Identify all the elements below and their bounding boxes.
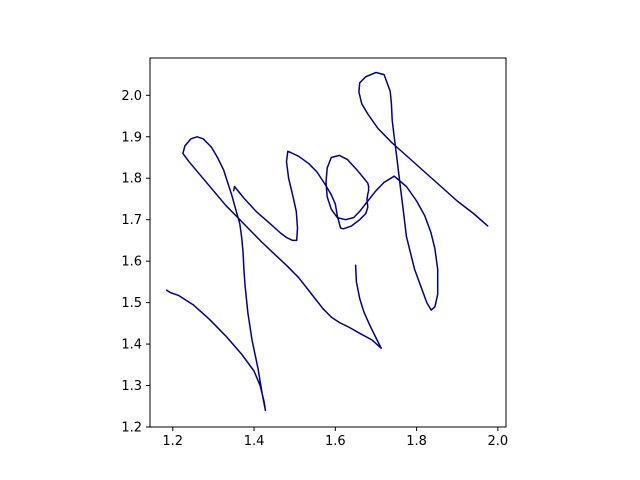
x-tick-label: 1.6 bbox=[325, 434, 346, 449]
y-tick-label: 1.3 bbox=[121, 379, 142, 394]
x-tick-label: 1.8 bbox=[406, 434, 427, 449]
x-tick-label: 1.4 bbox=[244, 434, 265, 449]
y-tick-label: 1.6 bbox=[121, 255, 142, 270]
y-tick-label: 1.4 bbox=[121, 338, 142, 353]
y-tick-label: 1.5 bbox=[121, 296, 142, 311]
axes-frame bbox=[149, 57, 507, 428]
x-axis: 1.2 1.4 1.6 1.8 2.0 bbox=[162, 427, 508, 449]
y-tick-label: 1.9 bbox=[121, 130, 142, 145]
y-tick-label: 1.8 bbox=[121, 172, 142, 187]
y-axis: 1.2 1.3 1.4 1.5 1.6 1.7 1.8 1.9 2.0 bbox=[121, 89, 150, 436]
series-line-2 bbox=[232, 71, 489, 311]
y-tick-label: 1.2 bbox=[121, 421, 142, 436]
plot-area bbox=[165, 71, 489, 412]
y-tick-label: 2.0 bbox=[121, 89, 142, 104]
x-tick-label: 1.2 bbox=[162, 434, 183, 449]
y-tick-label: 1.7 bbox=[121, 213, 142, 228]
series-line-1 bbox=[165, 136, 382, 412]
x-tick-label: 2.0 bbox=[488, 434, 509, 449]
